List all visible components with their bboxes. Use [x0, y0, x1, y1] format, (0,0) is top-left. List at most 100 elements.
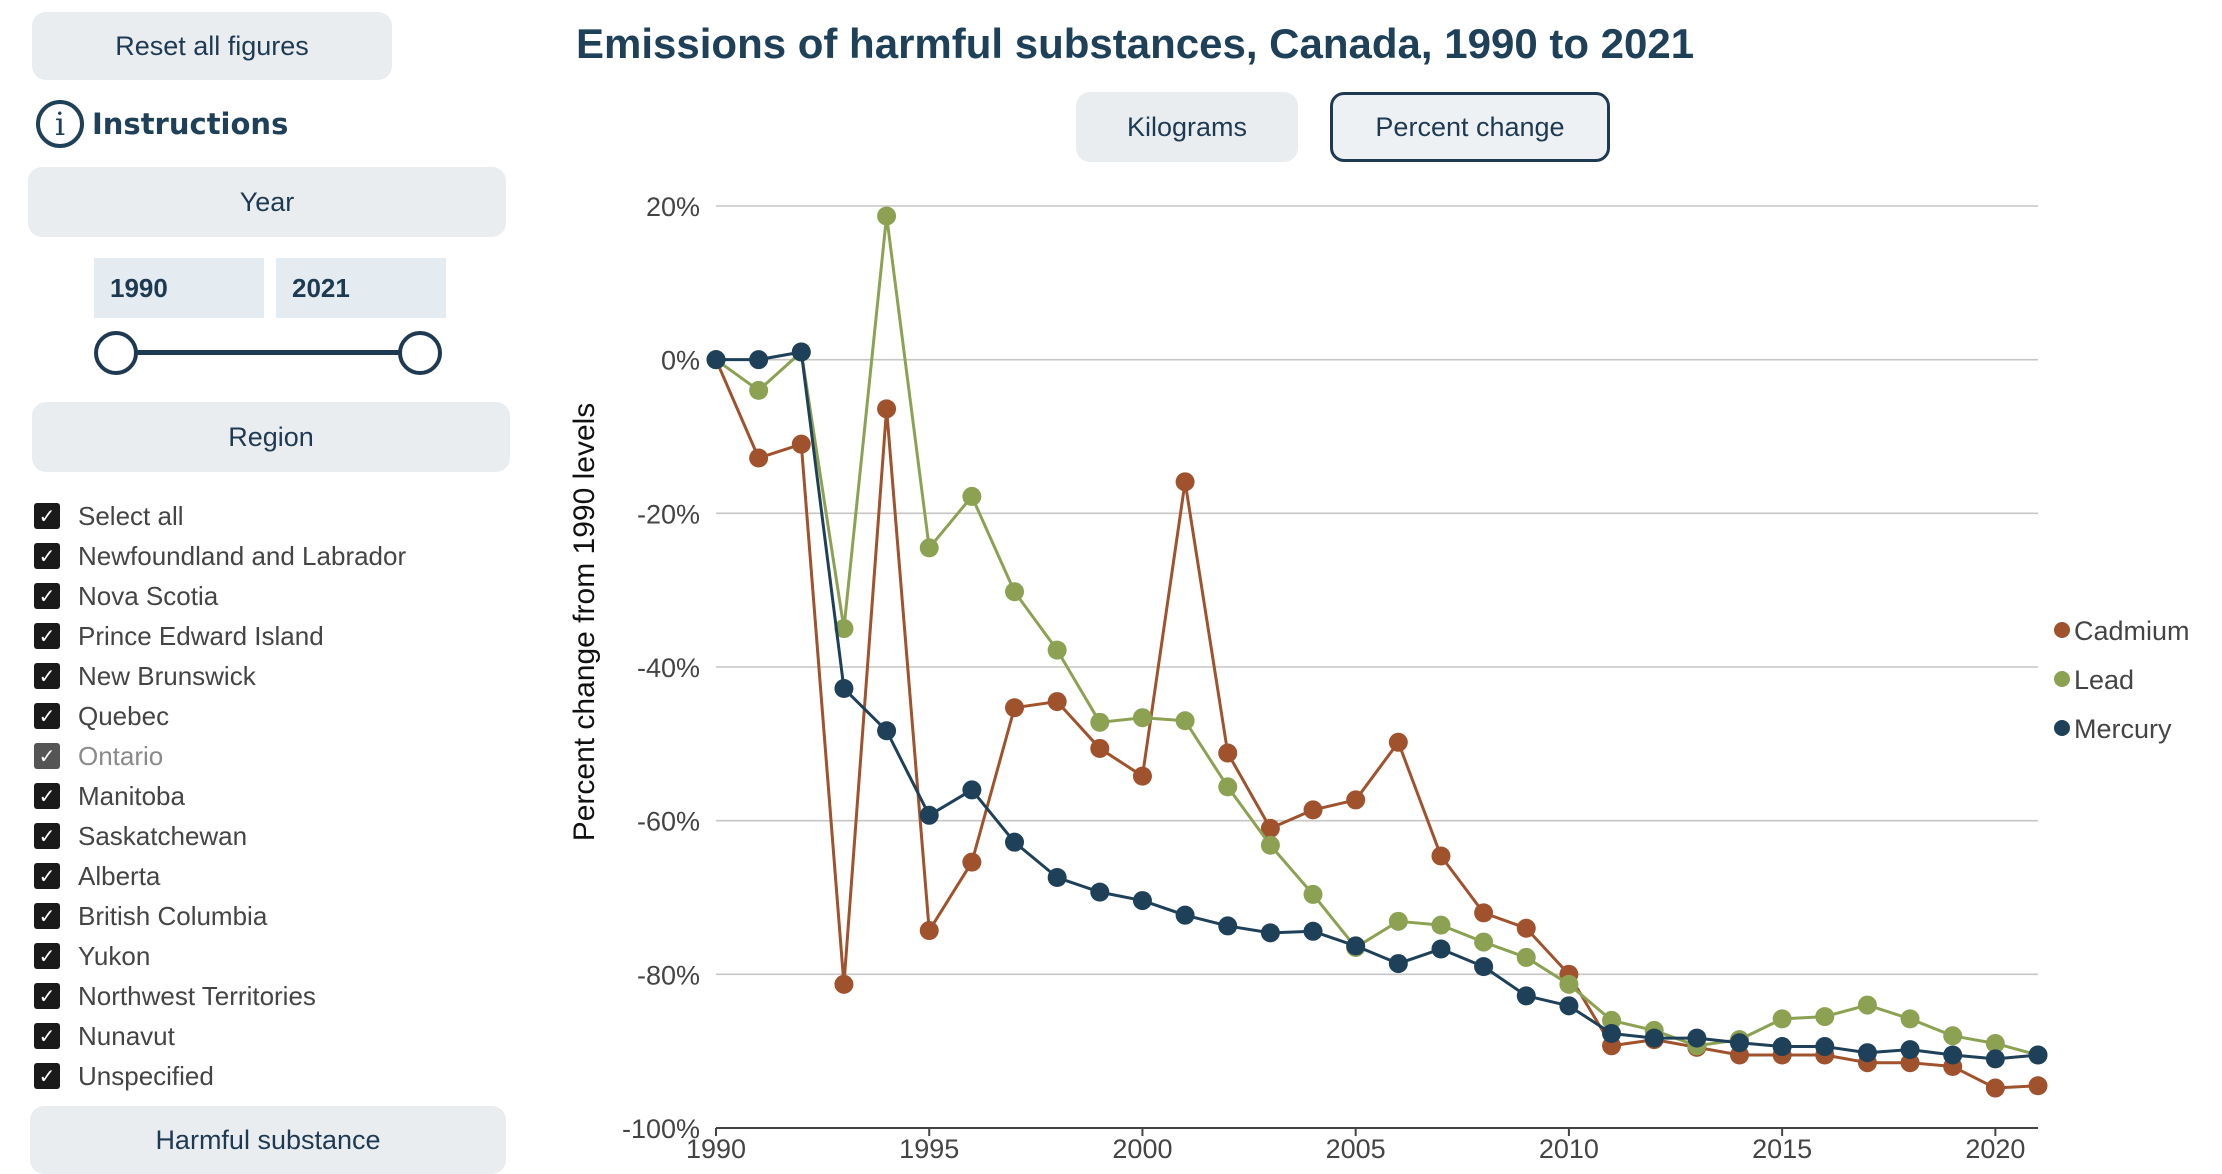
data-point[interactable]	[1218, 916, 1238, 936]
data-point[interactable]	[1985, 1049, 2005, 1069]
data-point[interactable]	[1516, 918, 1536, 938]
data-point[interactable]	[1985, 1078, 2005, 1098]
data-point[interactable]	[1431, 915, 1451, 935]
data-point[interactable]	[834, 974, 854, 994]
data-point[interactable]	[1900, 1009, 1920, 1029]
region-checkbox-item[interactable]: ✓ Saskatchewan	[34, 816, 406, 856]
checkbox-checked-icon[interactable]: ✓	[34, 1023, 60, 1049]
data-point[interactable]	[791, 434, 811, 454]
data-point[interactable]	[1303, 884, 1323, 904]
region-checkbox-item[interactable]: ✓ New Brunswick	[34, 656, 406, 696]
data-point[interactable]	[1644, 1028, 1664, 1048]
checkbox-checked-icon[interactable]: ✓	[34, 623, 60, 649]
data-point[interactable]	[834, 679, 854, 699]
data-point[interactable]	[1005, 832, 1025, 852]
data-point[interactable]	[1474, 957, 1494, 977]
data-point[interactable]	[919, 921, 939, 941]
data-point[interactable]	[1943, 1045, 1963, 1065]
data-point[interactable]	[1090, 882, 1110, 902]
region-checkbox-item[interactable]: ✓ Ontario	[34, 736, 406, 776]
checkbox-checked-icon[interactable]: ✓	[34, 743, 60, 769]
data-point[interactable]	[877, 206, 897, 226]
checkbox-checked-icon[interactable]: ✓	[34, 903, 60, 929]
data-point[interactable]	[1090, 738, 1110, 758]
data-point[interactable]	[2028, 1045, 2048, 1065]
data-point[interactable]	[749, 380, 769, 400]
data-point[interactable]	[1602, 1023, 1622, 1043]
data-point[interactable]	[791, 342, 811, 362]
data-point[interactable]	[1175, 472, 1195, 492]
data-point[interactable]	[1687, 1028, 1707, 1048]
checkbox-checked-icon[interactable]: ✓	[34, 703, 60, 729]
checkbox-checked-icon[interactable]: ✓	[34, 863, 60, 889]
data-point[interactable]	[1729, 1033, 1749, 1053]
region-checkbox-item[interactable]: ✓ Manitoba	[34, 776, 406, 816]
checkbox-checked-icon[interactable]: ✓	[34, 943, 60, 969]
checkbox-checked-icon[interactable]: ✓	[34, 1063, 60, 1089]
data-point[interactable]	[1516, 986, 1536, 1006]
data-point[interactable]	[1346, 936, 1366, 956]
data-point[interactable]	[1900, 1040, 1920, 1060]
data-point[interactable]	[1218, 777, 1238, 797]
kilograms-toggle-button[interactable]: Kilograms	[1076, 92, 1298, 162]
data-point[interactable]	[1900, 1053, 1920, 1073]
data-point[interactable]	[1772, 1037, 1792, 1057]
checkbox-checked-icon[interactable]: ✓	[34, 503, 60, 529]
region-checkbox-item[interactable]: ✓ Nova Scotia	[34, 576, 406, 616]
year-end-input[interactable]: 2021	[276, 258, 446, 318]
data-point[interactable]	[1047, 868, 1067, 888]
data-point[interactable]	[1857, 995, 1877, 1015]
data-point[interactable]	[1388, 732, 1408, 752]
region-checkbox-item[interactable]: ✓ Yukon	[34, 936, 406, 976]
checkbox-checked-icon[interactable]: ✓	[34, 983, 60, 1009]
data-point[interactable]	[1346, 790, 1366, 810]
checkbox-checked-icon[interactable]: ✓	[34, 663, 60, 689]
data-point[interactable]	[877, 399, 897, 419]
checkbox-checked-icon[interactable]: ✓	[34, 783, 60, 809]
data-point[interactable]	[1815, 1037, 1835, 1057]
data-point[interactable]	[919, 538, 939, 558]
data-point[interactable]	[962, 852, 982, 872]
checkbox-checked-icon[interactable]: ✓	[34, 583, 60, 609]
data-point[interactable]	[1943, 1026, 1963, 1046]
legend-item[interactable]: Mercury	[2054, 714, 2172, 744]
data-point[interactable]	[1602, 1010, 1622, 1030]
legend-item[interactable]: Cadmium	[2054, 616, 2190, 646]
region-checkbox-item[interactable]: ✓ Northwest Territories	[34, 976, 406, 1016]
data-point[interactable]	[1132, 766, 1152, 786]
data-point[interactable]	[1388, 954, 1408, 974]
region-checkbox-item[interactable]: ✓ Newfoundland and Labrador	[34, 536, 406, 576]
checkbox-checked-icon[interactable]: ✓	[34, 543, 60, 569]
data-point[interactable]	[1047, 692, 1067, 712]
region-checkbox-item[interactable]: ✓ Alberta	[34, 856, 406, 896]
region-checkbox-item[interactable]: ✓ Quebec	[34, 696, 406, 736]
year-filter-header[interactable]: Year	[28, 167, 506, 237]
data-point[interactable]	[1559, 974, 1579, 994]
data-point[interactable]	[1303, 800, 1323, 820]
data-point[interactable]	[877, 721, 897, 741]
reset-all-figures-button[interactable]: Reset all figures	[32, 12, 392, 80]
year-slider-start-handle[interactable]	[94, 331, 138, 375]
data-point[interactable]	[1005, 582, 1025, 602]
data-point[interactable]	[1815, 1007, 1835, 1027]
data-point[interactable]	[1090, 712, 1110, 732]
legend-item[interactable]: Lead	[2054, 665, 2134, 695]
data-point[interactable]	[1985, 1033, 2005, 1053]
region-checkbox-item[interactable]: ✓ Prince Edward Island	[34, 616, 406, 656]
region-checkbox-item[interactable]: ✓ British Columbia	[34, 896, 406, 936]
data-point[interactable]	[2028, 1076, 2048, 1096]
harmful-substance-filter-header[interactable]: Harmful substance	[30, 1106, 506, 1174]
data-point[interactable]	[1047, 640, 1067, 660]
data-point[interactable]	[1474, 903, 1494, 923]
year-start-input[interactable]: 1990	[94, 258, 264, 318]
data-point[interactable]	[1388, 911, 1408, 931]
data-point[interactable]	[1431, 846, 1451, 866]
data-point[interactable]	[1772, 1009, 1792, 1029]
data-point[interactable]	[1132, 891, 1152, 911]
data-point[interactable]	[1132, 708, 1152, 728]
region-checkbox-item[interactable]: ✓ Select all	[34, 496, 406, 536]
data-point[interactable]	[962, 486, 982, 506]
data-point[interactable]	[1474, 932, 1494, 952]
data-point[interactable]	[1431, 939, 1451, 959]
data-point[interactable]	[1260, 835, 1280, 855]
